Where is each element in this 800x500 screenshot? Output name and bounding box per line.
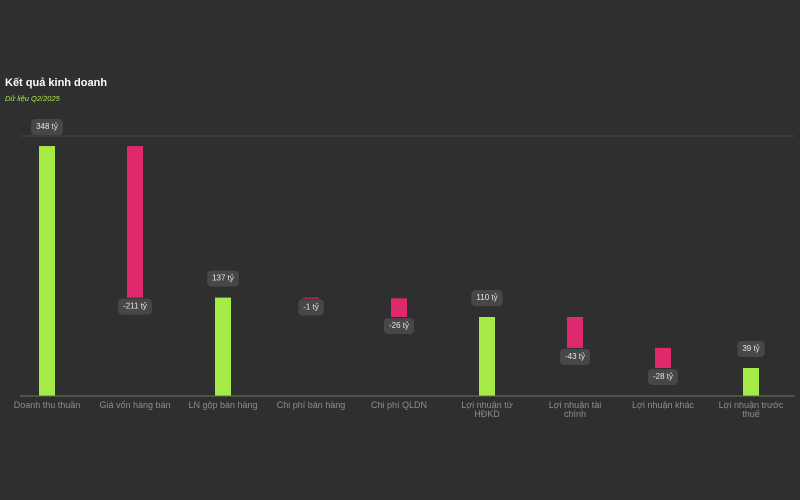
value-label: -1 tỷ [298,299,324,316]
bar [303,297,319,299]
value-label-text: -1 tỷ [303,302,319,311]
bar [655,347,671,368]
value-label-box [559,348,591,365]
value-label-box [647,368,679,385]
value-label-text: -28 tỷ [653,372,673,381]
value-label: 137 tỷ [207,270,239,287]
bar [567,316,583,348]
value-label-box [298,299,324,316]
value-label: 348 tỷ [31,119,63,136]
bar [743,367,759,396]
value-label: -26 tỷ [383,317,415,334]
value-label-text: 110 tỷ [476,293,497,302]
x-tick-label: LN gộp bán hàng [188,400,258,410]
bar [215,297,231,396]
value-label-box [207,270,239,287]
value-label-text: 39 tỷ [742,344,759,353]
x-tick-label: Chi phí bán hàng [276,400,346,410]
value-label-box [471,289,503,306]
chart-title: Kết quả kinh doanh [5,77,107,89]
bar [127,146,143,298]
bar [479,316,495,396]
value-label: -28 tỷ [647,368,679,385]
value-label-text: 348 tỷ [36,122,58,131]
bar [391,298,407,317]
x-tick-label: Lợi nhuận tài chính [548,400,602,419]
value-label: -211 tỷ [118,298,152,315]
x-tick-label: Giá vốn hàng bán [99,400,171,410]
value-label-box [118,298,152,315]
value-label-text: -43 tỷ [565,352,585,361]
value-label: -43 tỷ [559,348,591,365]
value-label-box [383,317,415,334]
value-label-text: -211 tỷ [123,302,147,311]
x-tick-label: Lợi nhuận từ HĐKD [461,400,513,419]
chart-subtitle: Dữ liệu Q2/2025 [5,94,61,103]
value-label-box [31,119,63,136]
x-tick-label: Lợi nhuận khác [632,400,694,410]
x-tick-label: Doanh thu thuần [13,400,81,410]
x-tick-label: Lợi nhuận trước thuế [718,400,784,419]
value-label-text: 137 tỷ [212,274,234,283]
bar [39,146,55,396]
value-label-text: -26 tỷ [389,321,409,330]
value-label: 110 tỷ [471,289,503,306]
x-tick-label: Chi phí QLDN [370,400,428,410]
value-label-box [737,340,765,357]
value-label: 39 tỷ [737,340,765,357]
